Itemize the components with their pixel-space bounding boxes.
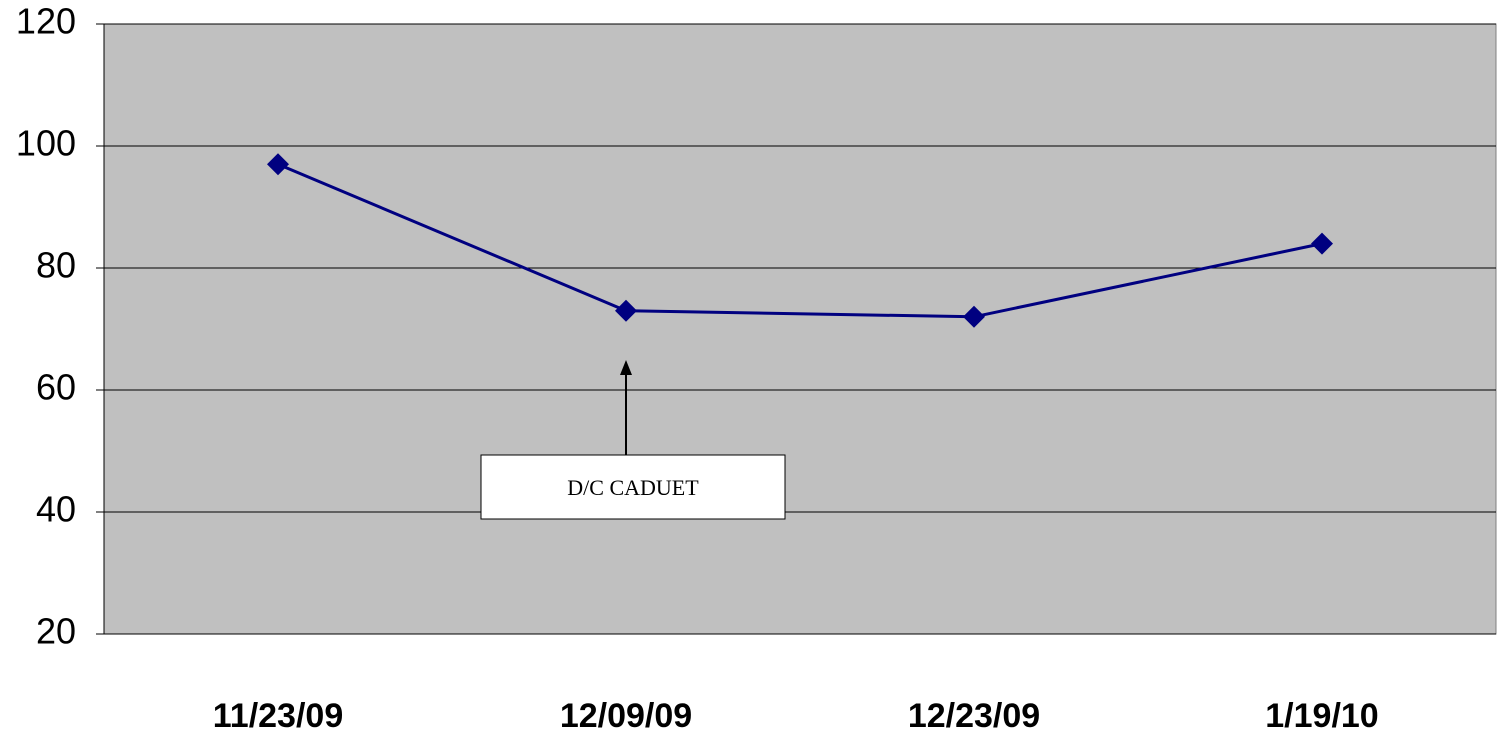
annotation-arrowhead (620, 360, 632, 375)
x-tick-label: 11/23/09 (213, 697, 343, 735)
x-tick-label: 1/19/10 (1265, 697, 1378, 735)
annotation-box (480, 454, 786, 520)
line (277, 162, 1323, 319)
plot-area (103, 23, 1497, 635)
x-tick-label: 12/23/09 (908, 697, 1040, 735)
marker (615, 299, 637, 322)
annotation-text: D/C CADUET (567, 475, 699, 500)
marker (1311, 232, 1333, 255)
marker (267, 153, 289, 176)
y-tick-label: 80 (36, 245, 76, 286)
y-tick-label: 40 (36, 489, 76, 530)
x-tick-label: 12/09/09 (560, 697, 692, 735)
y-tick-label: 60 (36, 367, 76, 408)
y-tick-label: 20 (36, 611, 76, 652)
y-tick-label: 100 (16, 123, 76, 164)
marker (963, 305, 985, 328)
y-tick-label: 120 (16, 1, 76, 42)
